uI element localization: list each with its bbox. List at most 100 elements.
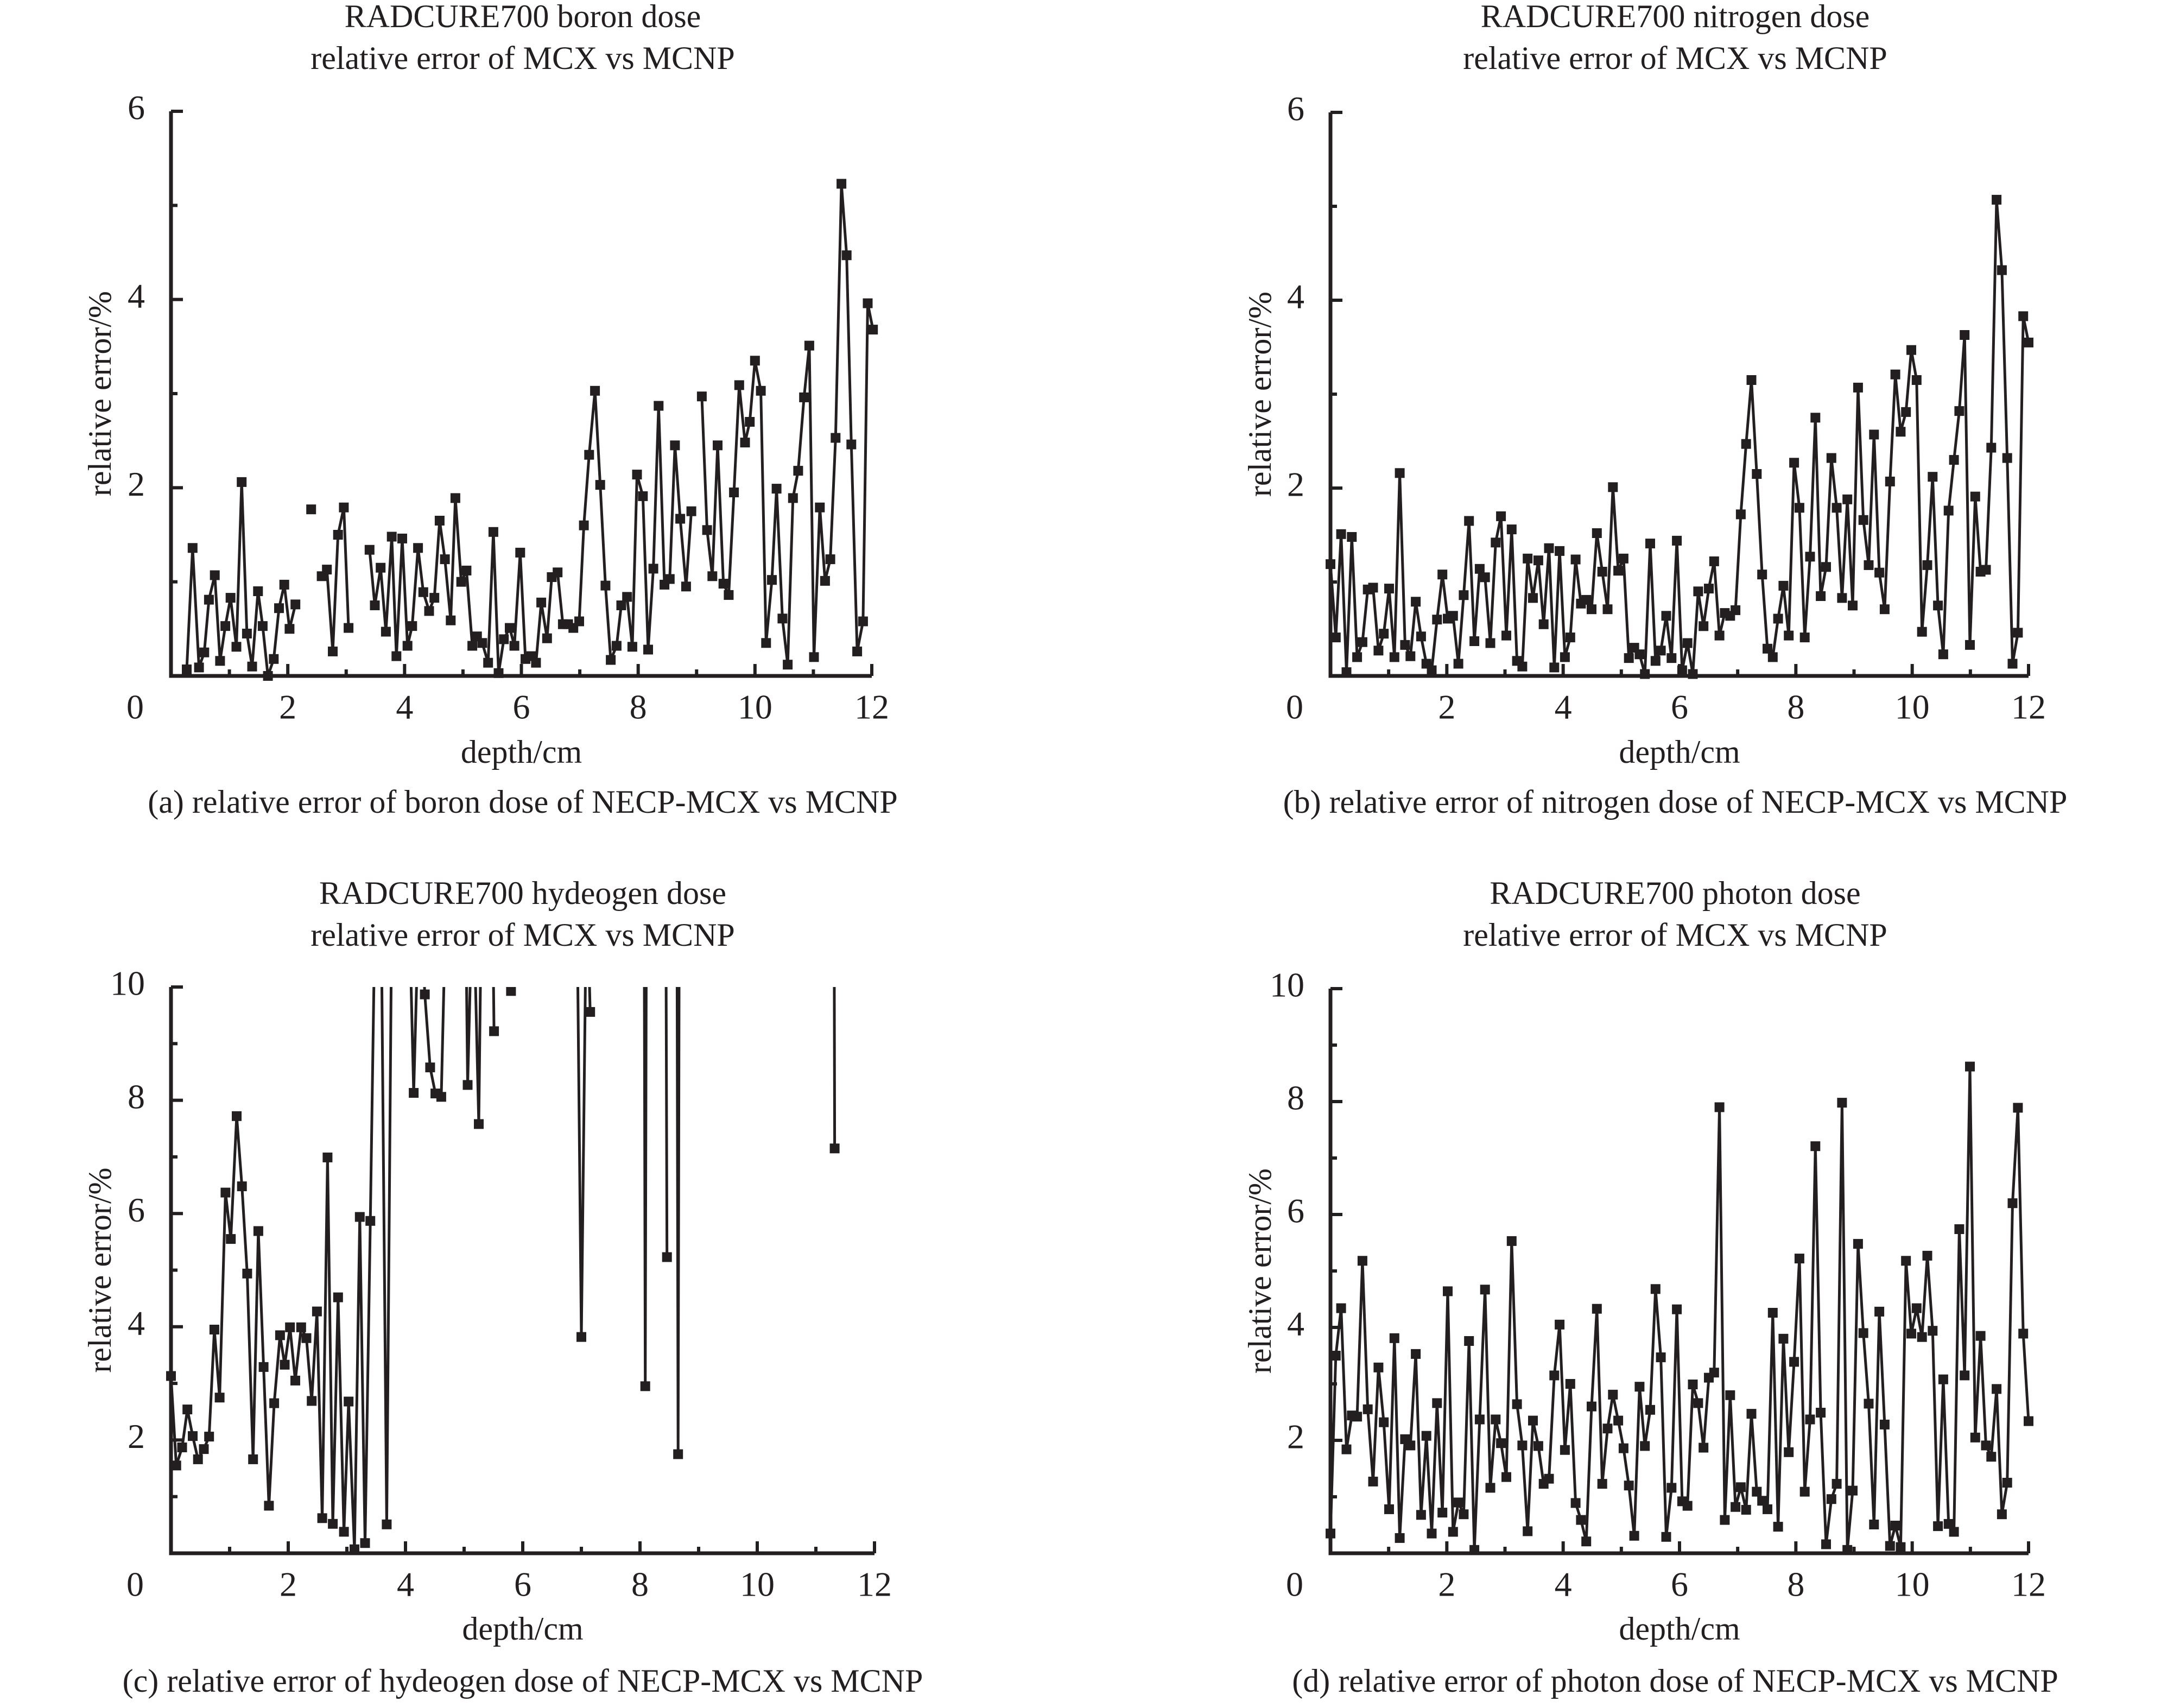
panel-b: RADCURE700 nitrogen dose relative error … bbox=[1242, 0, 2068, 820]
panel-b-data-point bbox=[1794, 503, 1804, 513]
panel-b-data-point bbox=[1970, 491, 1980, 502]
panel-d-data-point bbox=[1592, 1304, 1602, 1314]
panel-d-data-point bbox=[1634, 1382, 1645, 1392]
panel-b-data-point bbox=[1997, 265, 2007, 275]
panel-b-data-point bbox=[1816, 591, 1826, 601]
panel-d-data-point bbox=[1666, 1483, 1677, 1493]
panel-c-data-point bbox=[258, 1362, 269, 1372]
panel-a-axes: 2 4 6 0 2 4 6 8 10 12 bbox=[126, 88, 889, 726]
panel-b-data-point bbox=[1427, 665, 1437, 675]
panel-d-data-point bbox=[1879, 1419, 1890, 1429]
panel-c-data-point bbox=[166, 1371, 176, 1381]
panel-b-data-point bbox=[1986, 442, 1997, 453]
panel-b-data-point bbox=[1538, 619, 1549, 629]
panel-a-data-point bbox=[391, 651, 402, 661]
panel-b-data-point bbox=[1906, 345, 1916, 355]
panel-c-ytick-label: 8 bbox=[128, 1077, 145, 1116]
panel-b-data-point bbox=[1949, 455, 1959, 465]
panel-b-data-point bbox=[1587, 604, 1596, 615]
panel-b-data-point bbox=[1517, 661, 1528, 672]
panel-a-data-point bbox=[279, 579, 289, 590]
panel-c-data-point bbox=[673, 1449, 683, 1459]
panel-d-xtick-label: 10 bbox=[1895, 1565, 1930, 1604]
panel-a-data-point bbox=[783, 660, 793, 670]
panel-c-data-point bbox=[193, 1454, 203, 1464]
panel-b-data-point bbox=[1693, 586, 1703, 597]
panel-d-xtick-label: 6 bbox=[1671, 1565, 1688, 1604]
panel-d-data-point bbox=[1778, 1333, 1789, 1344]
panel-d-data-point bbox=[1885, 1541, 1895, 1551]
panel-d-data-point bbox=[1533, 1441, 1543, 1451]
panel-b-data-point bbox=[1592, 528, 1602, 538]
panel-a-data-point bbox=[364, 545, 375, 555]
panel-c-title-line2: relative error of MCX vs MCNP bbox=[310, 917, 735, 953]
panel-c-data-point bbox=[344, 1396, 354, 1407]
panel-d-data-point bbox=[1517, 1440, 1528, 1451]
panel-b-data-point bbox=[2013, 628, 2023, 638]
panel-b-axes: 2 4 6 0 2 4 6 8 10 12 bbox=[1286, 90, 2046, 726]
panel-c-data-point bbox=[506, 987, 516, 996]
panel-a-data-point bbox=[339, 502, 349, 513]
panel-b-data-point bbox=[1634, 649, 1645, 660]
panel-a-data-point bbox=[418, 587, 428, 597]
panel-b-data-point bbox=[1773, 613, 1783, 624]
panel-d-data-point bbox=[1645, 1405, 1655, 1415]
panel-b-data-point bbox=[1608, 482, 1618, 492]
panel-b-data-point bbox=[2018, 311, 2029, 321]
panel-d-data-point bbox=[2013, 1103, 2023, 1113]
panel-d-data-point bbox=[1336, 1303, 1346, 1313]
panel-a-data-point bbox=[488, 527, 498, 537]
panel-c-data-point bbox=[242, 1268, 252, 1279]
panel-b-data-point bbox=[1784, 630, 1794, 641]
panel-b-xtick-label: 12 bbox=[2011, 688, 2046, 726]
panel-b-data-point bbox=[1763, 643, 1772, 654]
panel-a-data-point bbox=[793, 466, 803, 476]
panel-a-data-point bbox=[729, 488, 739, 497]
panel-d-data-point bbox=[1975, 1331, 1986, 1341]
panel-a-data-point bbox=[836, 179, 847, 189]
panel-c-ytick-label: 2 bbox=[128, 1417, 145, 1456]
panel-a-data-point bbox=[681, 581, 691, 592]
panel-b-data-point bbox=[1954, 406, 1964, 416]
panel-a-data-point bbox=[553, 567, 563, 578]
panel-d-data-point bbox=[1379, 1417, 1389, 1427]
panel-d-data-point bbox=[1933, 1521, 1943, 1532]
panel-a: RADCURE700 boron dose relative error of … bbox=[82, 0, 898, 820]
panel-a-data-point bbox=[713, 440, 723, 451]
panel-a-title-line1: RADCURE700 boron dose bbox=[345, 0, 701, 34]
panel-b-data-point bbox=[1869, 429, 1879, 440]
panel-c-data-point bbox=[285, 1322, 295, 1332]
panel-d-data-point bbox=[1773, 1522, 1783, 1532]
panel-d-data-point bbox=[1741, 1504, 1751, 1515]
panel-b-data-point bbox=[1810, 413, 1821, 423]
panel-b-data-point bbox=[1405, 651, 1416, 661]
panel-a-data-point bbox=[402, 641, 413, 651]
panel-a-data-point bbox=[242, 629, 252, 638]
panel-c-title-line1: RADCURE700 hydeogen dose bbox=[319, 875, 726, 911]
panel-b-data-point bbox=[1885, 476, 1895, 486]
panel-d-data-point bbox=[1576, 1515, 1586, 1525]
panel-a-data-point bbox=[440, 554, 450, 565]
panel-a-data-point bbox=[868, 325, 878, 335]
panel-b-data-point bbox=[1789, 458, 1799, 468]
panel-b-data-point bbox=[2002, 453, 2012, 463]
panel-d-data-point bbox=[1816, 1408, 1826, 1418]
panel-a-series-line bbox=[368, 389, 693, 675]
panel-b-data-point bbox=[1448, 611, 1458, 621]
panel-b-xtick-label: 8 bbox=[1787, 688, 1804, 726]
panel-b-data-point bbox=[1853, 382, 1863, 393]
panel-a-data-point bbox=[825, 554, 835, 565]
panel-b-data-point bbox=[1352, 652, 1362, 662]
panel-a-data-point bbox=[274, 603, 284, 613]
panel-b-data-point bbox=[1613, 566, 1624, 576]
panel-d-data-point bbox=[1864, 1399, 1874, 1409]
panel-a-data-point bbox=[450, 493, 460, 503]
panel-b-data-point bbox=[1560, 652, 1570, 662]
panel-b-data-point bbox=[1746, 375, 1757, 385]
panel-a-data-point bbox=[595, 480, 605, 490]
panel-d-data-point bbox=[1581, 1536, 1592, 1547]
panel-a-data-point bbox=[750, 356, 760, 366]
panel-a-data-point bbox=[461, 565, 472, 575]
panel-a-data-point bbox=[574, 616, 584, 627]
panel-c-data-point bbox=[209, 1325, 219, 1334]
